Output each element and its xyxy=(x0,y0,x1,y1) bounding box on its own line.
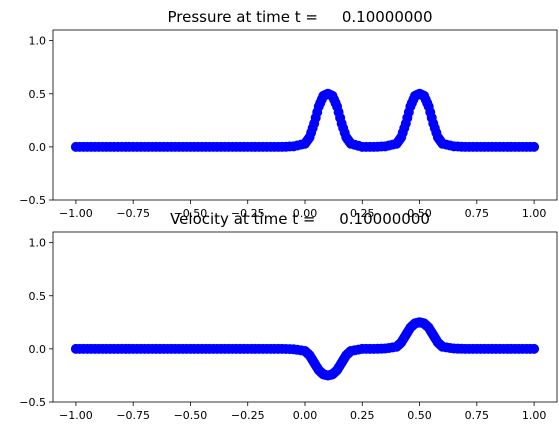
x-tick-label: 0.00 xyxy=(293,409,318,422)
data-points-layer xyxy=(70,88,540,152)
y-ticks-layer: −0.5 0.0 0.5 1.0 xyxy=(19,35,53,207)
x-tick-label: 1.00 xyxy=(522,207,547,220)
x-tick-label: −1.00 xyxy=(59,409,93,422)
x-tick-label: 0.50 xyxy=(407,409,432,422)
data-point xyxy=(529,343,540,354)
y-tick-label: 0.5 xyxy=(29,88,47,101)
x-tick-label: −1.00 xyxy=(59,207,93,220)
y-tick-label: 0.0 xyxy=(29,141,47,154)
x-tick-label: 0.25 xyxy=(350,409,375,422)
x-tick-label: 0.75 xyxy=(465,207,490,220)
x-tick-label: −0.25 xyxy=(231,207,265,220)
x-tick-label: −0.75 xyxy=(116,409,150,422)
y-tick-label: 0.0 xyxy=(29,343,47,356)
x-tick-label: −0.50 xyxy=(174,207,208,220)
chart-pressure: Pressure at time t = 0.10000000 −1.00 −0.… xyxy=(19,8,558,220)
x-tick-label: 0.00 xyxy=(293,207,318,220)
chart-title: Velocity at time t = 0.10000000 xyxy=(170,210,430,228)
x-tick-label: 1.00 xyxy=(522,409,547,422)
y-ticks-layer: −0.5 0.0 0.5 1.0 xyxy=(19,237,53,409)
x-tick-label: −0.25 xyxy=(231,409,265,422)
x-tick-label: 0.25 xyxy=(350,207,375,220)
x-tick-label: −0.75 xyxy=(116,207,150,220)
data-points-layer xyxy=(70,317,540,381)
y-tick-label: 1.0 xyxy=(29,35,47,48)
x-tick-label: −0.50 xyxy=(174,409,208,422)
x-tick-label: 0.50 xyxy=(407,207,432,220)
data-point xyxy=(529,141,540,152)
x-ticks-layer: −1.00 −0.75 −0.50 −0.25 0.00 0.25 0.50 0.75 1.00 xyxy=(59,200,546,220)
y-tick-label: −0.5 xyxy=(19,194,46,207)
y-tick-label: 1.0 xyxy=(29,237,47,250)
chart-title: Pressure at time t = 0.10000000 xyxy=(167,8,432,26)
y-tick-label: 0.5 xyxy=(29,290,47,303)
x-ticks-layer: −1.00 −0.75 −0.50 −0.25 0.00 0.25 0.50 0.75 1.00 xyxy=(59,402,546,422)
chart-velocity: Velocity at time t = 0.10000000 −1.00 −0.… xyxy=(19,210,558,422)
y-tick-label: −0.5 xyxy=(19,396,46,409)
x-tick-label: 0.75 xyxy=(465,409,490,422)
